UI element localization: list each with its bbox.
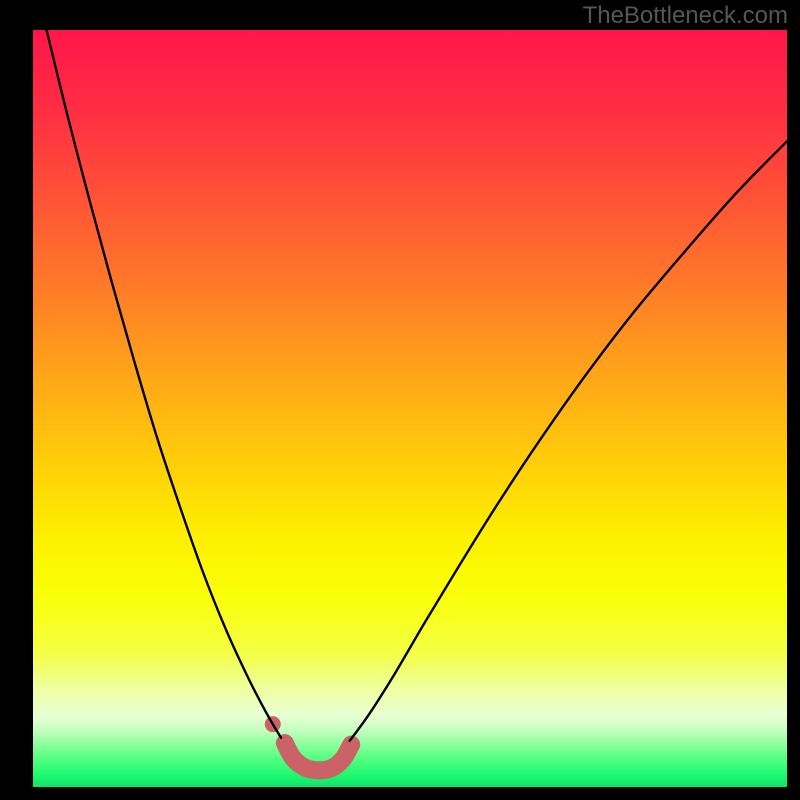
chart-overlay-svg <box>0 0 800 800</box>
left-curve <box>47 30 282 738</box>
right-curve <box>350 141 787 741</box>
chart-container: TheBottleneck.com <box>0 0 800 800</box>
highlight-u-curve <box>285 743 351 770</box>
watermark-text: TheBottleneck.com <box>583 2 788 30</box>
